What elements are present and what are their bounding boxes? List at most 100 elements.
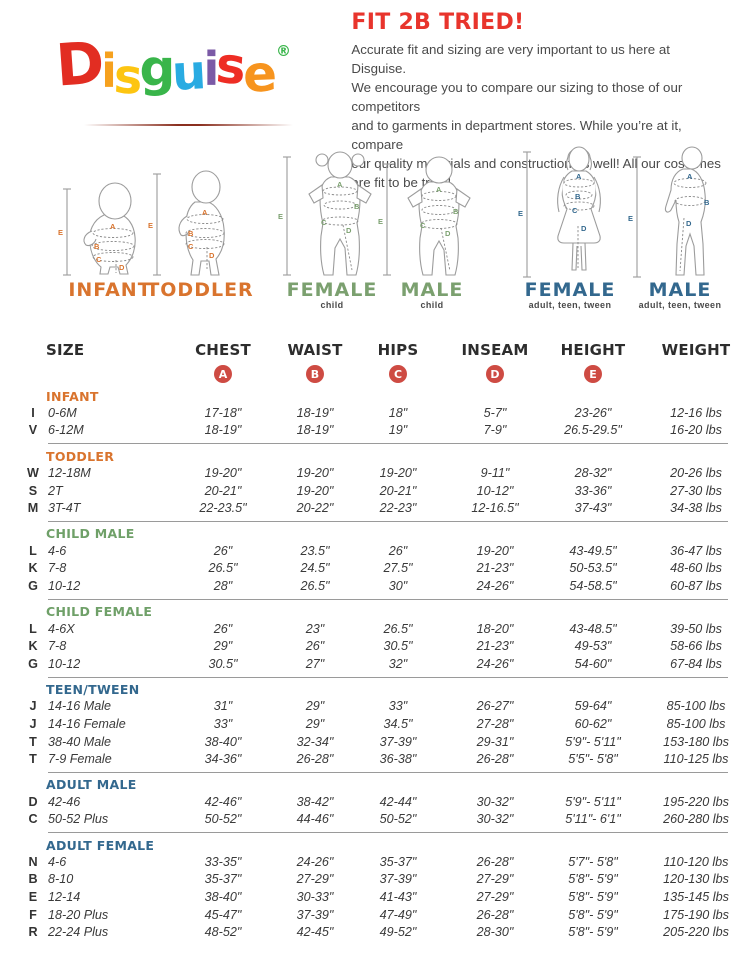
height-value: 23-26" — [574, 405, 612, 420]
badge-cell: C — [362, 365, 434, 383]
weight-value: 85-100 lbs — [666, 716, 726, 731]
inseam-value: 19-20" — [476, 543, 514, 558]
measure-letter-a: A — [202, 208, 208, 217]
figure-female-adult: A B C D E FEMALE adult, teen, tween — [506, 144, 634, 311]
hips-value: 50-52" — [379, 812, 417, 827]
size-value: 12-14 — [48, 890, 81, 905]
table-row: J 14-16 Female 33" 29" 34.5" 27-28" 60-62" 85-1… — [0, 715, 742, 733]
table-row: W 12-18M 19-20" 19-20" 19-20" 9-11" 28-32" 20-2… — [0, 464, 742, 482]
hips-value: 36-38" — [379, 752, 417, 767]
measure-letter-e: E — [278, 212, 283, 221]
waist-value: 37-39" — [296, 907, 334, 922]
intro-block: FIT 2B TRIED! Accurate fit and sizing ar… — [351, 6, 722, 190]
figure-female-child: A B C D E FEMALE child — [268, 144, 396, 311]
logo-letter: e — [242, 44, 278, 104]
chest-value: 26.5" — [208, 561, 238, 576]
row-letter: D — [28, 794, 38, 809]
size-value: 0-6M — [48, 405, 77, 420]
size-value: 4-6 — [48, 543, 67, 558]
intro-line: Accurate fit and sizing are very importa… — [351, 42, 670, 76]
measure-letter-e: E — [628, 214, 633, 223]
height-value: 5'8"- 5'9" — [568, 907, 618, 922]
inseam-value: 9-11" — [480, 465, 510, 480]
measure-letter-a: A — [687, 172, 693, 181]
height-value: 28-32" — [574, 465, 612, 480]
hips-value: 27.5" — [383, 561, 413, 576]
waist-value: 26-28" — [296, 752, 334, 767]
measure-letter-b: B — [575, 192, 581, 201]
hips-value: 47-49" — [379, 907, 417, 922]
inseam-value: 18-20" — [476, 621, 514, 636]
chest-value: 38-40" — [204, 734, 242, 749]
size-value: 8-10 — [48, 872, 74, 887]
section-divider — [48, 832, 728, 834]
hips-value: 37-39" — [379, 734, 417, 749]
section-header-adult-male: ADULT MALE — [46, 777, 137, 793]
table-row: T 38-40 Male 38-40" 32-34" 37-39" 29-31" 5'9"-… — [0, 733, 742, 751]
height-value: 33-36" — [574, 483, 612, 498]
chest-value: 18-19" — [204, 423, 242, 438]
weight-value: 27-30 lbs — [670, 483, 722, 498]
table-row: L 4-6X 26" 23" 26.5" 18-20" 43-48.5" 39-50 lbs — [0, 620, 742, 638]
inseam-value: 28-30" — [476, 925, 514, 940]
size-value: 7-9 Female — [48, 752, 112, 767]
size-value: 10-12 — [48, 656, 81, 671]
inseam-value: 5-7" — [483, 405, 507, 420]
row-letter: C — [28, 812, 38, 827]
hips-value: 49-52" — [379, 925, 417, 940]
inseam-value: 29-31" — [476, 734, 514, 749]
body-measurement-diagram: A BC D E — [58, 182, 136, 276]
badge-cell: A — [178, 365, 268, 383]
badge-c: C — [389, 365, 407, 383]
weight-value: 20-26 lbs — [670, 465, 722, 480]
waist-value: 24-26" — [296, 854, 334, 869]
chest-value: 31" — [213, 699, 233, 714]
table-row: E 12-14 38-40" 30-33" 41-43" 27-29" 5'8"- 5'9"… — [0, 888, 742, 906]
height-value: 43-48.5" — [569, 621, 617, 636]
inseam-value: 27-28" — [476, 716, 514, 731]
row-letter: R — [28, 925, 38, 940]
inseam-value: 21-23" — [476, 639, 514, 654]
badge-e: E — [584, 365, 602, 383]
height-value: 54-60" — [574, 656, 612, 671]
waist-value: 42-45" — [296, 925, 334, 940]
table-row: V 6-12M 18-19" 18-19" 19" 7-9" 26.5-29.5" 16-20… — [0, 422, 742, 440]
measure-letter-d: D — [346, 226, 352, 235]
page-header: Disguise® FIT 2B TRIED! Accurate fit and… — [0, 0, 742, 190]
body-measurement-diagram: A BC D E — [148, 170, 225, 276]
chest-value: 29" — [213, 639, 233, 654]
measure-letter-c: C — [420, 221, 426, 230]
height-value: 49-53" — [574, 639, 612, 654]
weight-value: 260-280 lbs — [663, 812, 729, 827]
figure-label: MALE — [648, 279, 712, 301]
chest-value: 45-47" — [204, 907, 242, 922]
inseam-value: 26-28" — [476, 854, 514, 869]
weight-value: 175-190 lbs — [663, 907, 729, 922]
measure-letter-a: A — [337, 180, 343, 189]
measure-badges-row: A B C D E — [0, 362, 742, 386]
figure-label: MALE — [400, 279, 464, 301]
section-divider — [48, 771, 728, 773]
column-header-chest: CHEST — [195, 341, 251, 359]
row-letter: G — [28, 578, 38, 593]
size-value: 50-52 Plus — [48, 812, 109, 827]
hips-value: 33" — [388, 699, 408, 714]
figure-label: FEMALE — [524, 279, 616, 301]
measure-letter-c: C — [321, 218, 327, 227]
measure-letter-b: B — [704, 198, 710, 207]
hips-value: 26.5" — [383, 621, 413, 636]
table-row: J 14-16 Male 31" 29" 33" 26-27" 59-64" 85-100 l… — [0, 698, 742, 716]
weight-value: 16-20 lbs — [670, 423, 722, 438]
height-value: 5'8"- 5'9" — [568, 890, 618, 905]
height-value: 5'7"- 5'8" — [568, 854, 618, 869]
waist-value: 18-19" — [296, 423, 334, 438]
row-letter: T — [29, 752, 37, 767]
chest-value: 33-35" — [204, 854, 242, 869]
row-letter: N — [28, 854, 38, 869]
row-letter: W — [27, 465, 39, 480]
badge-cell: D — [434, 365, 556, 383]
table-row: N 4-6 33-35" 24-26" 35-37" 26-28" 5'7"- 5'8" 11… — [0, 853, 742, 871]
section-header-teen-tween: TEEN/TWEEN — [46, 682, 140, 698]
badge-b: B — [306, 365, 324, 383]
